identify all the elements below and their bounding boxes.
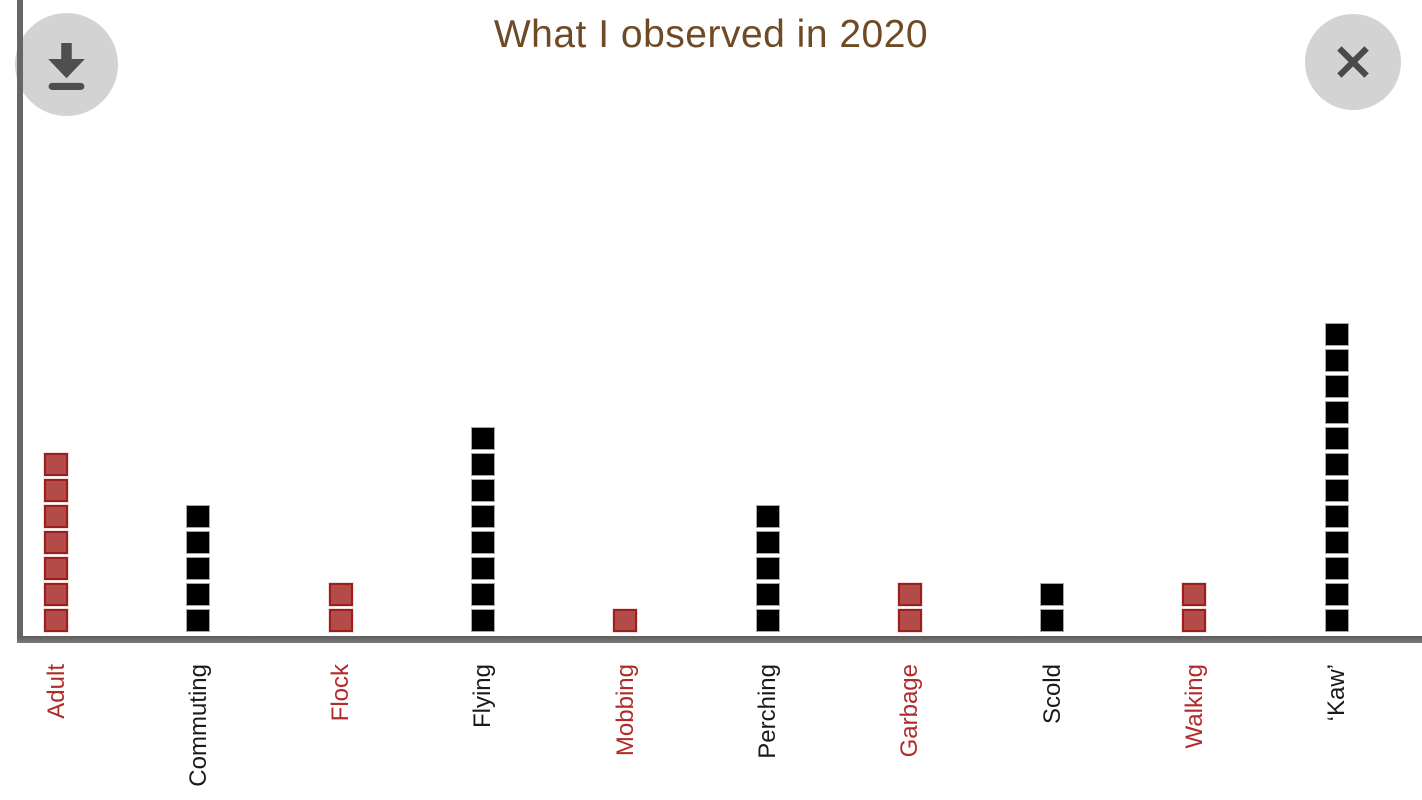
unit-square: [1324, 609, 1349, 632]
axis-label-walking: Walking: [1180, 664, 1208, 749]
unit-square: [44, 505, 68, 528]
axis-label-flying: Flying: [469, 664, 497, 729]
unit-square: [470, 583, 495, 606]
unit-square: [1040, 583, 1065, 606]
y-axis-line: [17, 0, 23, 642]
unit-square: [1040, 609, 1065, 632]
bar-mobbing: [613, 609, 638, 632]
unit-square: [44, 531, 68, 554]
unit-square: [613, 609, 638, 632]
axis-label-flock: Flock: [327, 664, 355, 722]
unit-square: [755, 531, 780, 554]
axis-label-perching: Perching: [754, 664, 781, 759]
bar-scold: [1040, 583, 1065, 632]
unit-square: [755, 505, 780, 528]
unit-square: [470, 557, 495, 580]
unit-square: [44, 609, 68, 632]
unit-square: [470, 505, 495, 528]
unit-square: [1324, 453, 1349, 476]
unit-square: [328, 583, 353, 606]
unit-square: [44, 453, 68, 476]
unit-square: [186, 609, 211, 632]
unit-square: [1324, 531, 1349, 554]
unit-square: [1324, 323, 1349, 346]
bar-flying: [470, 427, 495, 632]
unit-square: [44, 479, 68, 502]
unit-square: [328, 609, 353, 632]
unit-square: [897, 609, 922, 632]
unit-square: [186, 531, 211, 554]
unit-square: [755, 583, 780, 606]
unit-square: [1324, 427, 1349, 450]
unit-square: [897, 583, 922, 606]
bar-walking: [1182, 583, 1207, 632]
chart-title: What I observed in 2020: [493, 13, 929, 56]
bar-perching: [755, 505, 780, 632]
unit-square: [1324, 375, 1349, 398]
unit-square: [470, 479, 495, 502]
unit-square: [44, 583, 68, 606]
unit-square: [44, 557, 68, 580]
close-button[interactable]: [1305, 14, 1401, 110]
bar-kaw: [1324, 323, 1349, 632]
x-axis-line: [17, 636, 1422, 643]
axis-label-garbage: Garbage: [896, 664, 924, 758]
download-icon: [48, 42, 85, 90]
close-icon: [1337, 46, 1369, 78]
unit-square: [1324, 557, 1349, 580]
unit-square: [186, 505, 211, 528]
unit-square: [1324, 583, 1349, 606]
unit-square: [1182, 609, 1207, 632]
unit-square: [470, 609, 495, 632]
unit-square: [1324, 479, 1349, 502]
axis-label-mobbing: Mobbing: [611, 664, 639, 757]
unit-square: [1324, 349, 1349, 372]
axis-label-kaw: ‘Kaw’: [1323, 664, 1351, 722]
unit-square: [470, 427, 495, 450]
axis-label-commuting: Commuting: [184, 664, 212, 787]
unit-square: [1182, 583, 1207, 606]
axis-label-adult: Adult: [42, 664, 70, 719]
unit-square: [186, 583, 211, 606]
unit-square: [1324, 401, 1349, 424]
download-button[interactable]: [15, 13, 118, 116]
unit-square: [755, 609, 780, 632]
unit-square: [186, 557, 211, 580]
unit-square: [470, 531, 495, 554]
bar-flock: [328, 583, 353, 632]
unit-square: [470, 453, 495, 476]
axis-label-scold: Scold: [1038, 664, 1066, 725]
unit-square: [1324, 505, 1349, 528]
bar-adult: [44, 453, 68, 632]
bar-commuting: [186, 505, 211, 632]
bar-garbage: [897, 583, 922, 632]
unit-square: [755, 557, 780, 580]
